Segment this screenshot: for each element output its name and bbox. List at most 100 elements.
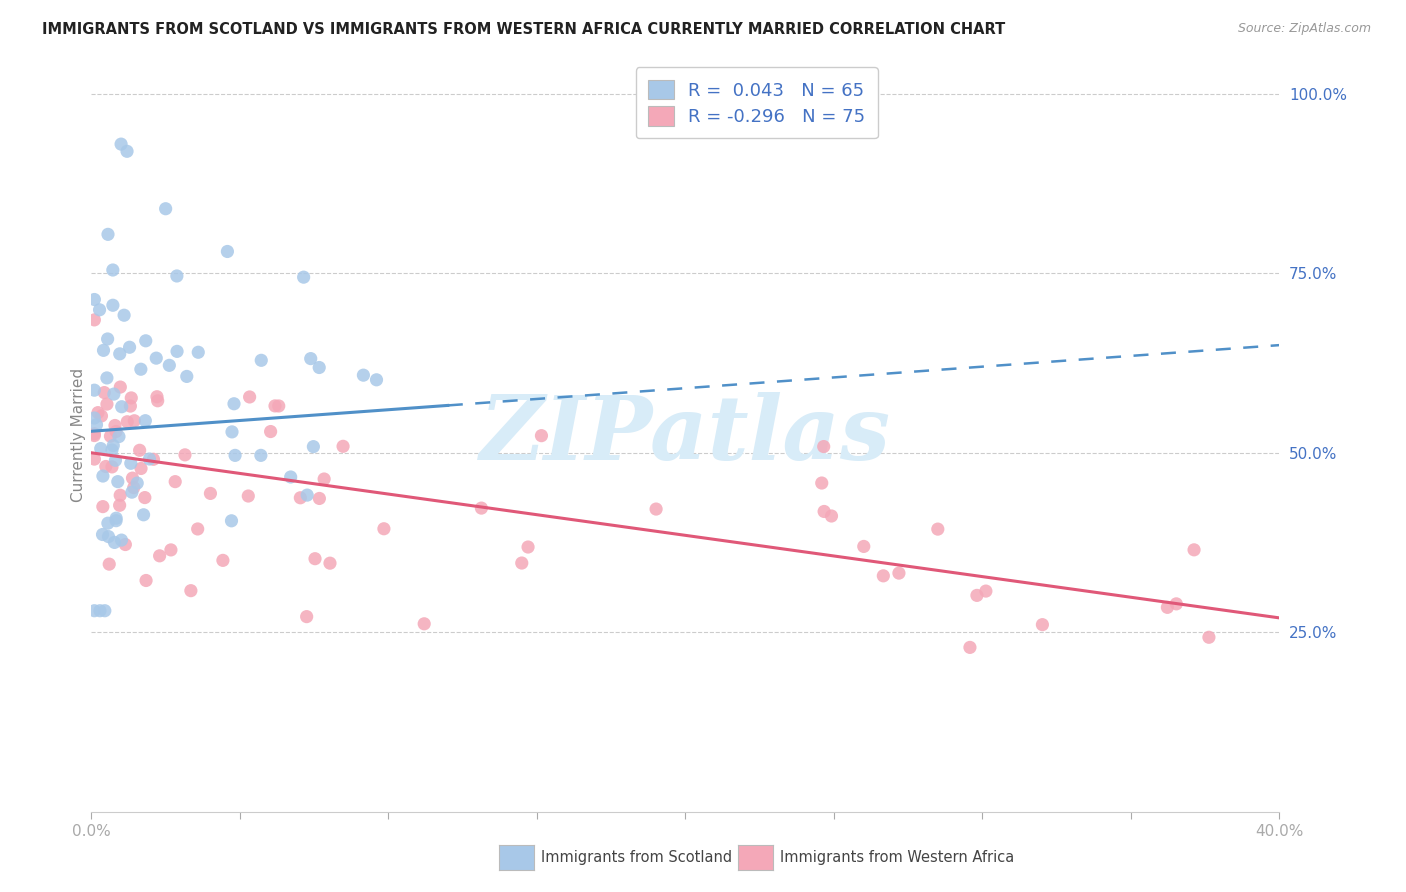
Y-axis label: Currently Married: Currently Married: [70, 368, 86, 502]
Point: [517, 540, 540, 554]
Point: [86, 417, 108, 432]
Point: [108, 498, 131, 512]
Point: [117, 415, 139, 429]
Point: [810, 476, 832, 491]
Point: [135, 334, 157, 348]
Text: Immigrants from Scotland: Immigrants from Scotland: [541, 850, 733, 864]
Point: [104, 418, 127, 433]
Point: [217, 244, 239, 259]
Point: [103, 438, 125, 452]
Point: [352, 368, 374, 383]
Point: [295, 488, 318, 502]
Point: [101, 263, 124, 277]
Point: [103, 535, 125, 549]
Point: [145, 351, 167, 366]
Point: [304, 551, 326, 566]
Point: [314, 472, 336, 486]
Point: [104, 453, 127, 467]
Point: [83, 383, 105, 397]
Point: [413, 616, 436, 631]
Point: [83, 313, 105, 327]
Point: [128, 443, 150, 458]
Point: [299, 351, 322, 366]
Point: [138, 452, 160, 467]
Point: [101, 442, 124, 457]
Point: [221, 425, 243, 439]
Point: [94, 604, 117, 618]
Point: [120, 391, 142, 405]
Point: [97, 530, 120, 544]
Point: [83, 428, 105, 442]
Point: [927, 522, 949, 536]
Point: [530, 428, 553, 442]
Point: [157, 359, 180, 373]
Point: [872, 569, 894, 583]
Point: [100, 429, 122, 443]
Point: [264, 399, 287, 413]
Point: [108, 347, 131, 361]
Point: [97, 516, 120, 531]
Point: [91, 469, 114, 483]
Point: [1166, 597, 1188, 611]
Point: [221, 514, 243, 528]
Point: [90, 442, 112, 456]
Point: [105, 511, 128, 525]
Point: [120, 456, 142, 470]
Point: [813, 504, 835, 518]
Point: [83, 411, 105, 425]
Point: [166, 344, 188, 359]
Point: [110, 137, 132, 152]
Point: [332, 439, 354, 453]
Text: Source: ZipAtlas.com: Source: ZipAtlas.com: [1237, 22, 1371, 36]
Point: [135, 574, 157, 588]
Point: [96, 397, 118, 411]
Point: [83, 426, 105, 441]
Point: [89, 604, 111, 618]
Point: [176, 369, 198, 384]
Point: [187, 522, 209, 536]
Point: [302, 440, 325, 454]
Point: [97, 332, 120, 346]
Point: [83, 452, 105, 467]
Point: [1182, 542, 1205, 557]
Point: [259, 425, 281, 439]
Point: [290, 491, 312, 505]
Point: [98, 557, 121, 571]
Point: [212, 553, 235, 567]
Point: [101, 298, 124, 312]
Point: [959, 640, 981, 655]
Point: [308, 360, 330, 375]
Point: [250, 449, 273, 463]
Point: [105, 514, 128, 528]
Point: [160, 542, 183, 557]
Point: [250, 353, 273, 368]
Text: ZIPatlas: ZIPatlas: [479, 392, 891, 478]
Point: [101, 459, 124, 474]
Point: [115, 145, 138, 159]
Point: [105, 425, 128, 439]
Legend: R =  0.043   N = 65, R = -0.296   N = 75: R = 0.043 N = 65, R = -0.296 N = 75: [636, 67, 877, 138]
Point: [966, 588, 988, 602]
Point: [134, 491, 156, 505]
Point: [127, 476, 149, 491]
Point: [121, 471, 143, 485]
Point: [120, 399, 142, 413]
Point: [165, 475, 187, 489]
Point: [222, 397, 245, 411]
Point: [1156, 600, 1178, 615]
Point: [852, 540, 875, 554]
Point: [110, 533, 132, 547]
Point: [373, 522, 395, 536]
Point: [1198, 630, 1220, 644]
Point: [645, 502, 668, 516]
Point: [93, 343, 115, 358]
Point: [114, 537, 136, 551]
Point: [129, 461, 152, 475]
Point: [122, 481, 145, 495]
Point: [280, 470, 302, 484]
Point: [111, 400, 134, 414]
Point: [974, 584, 997, 599]
Point: [200, 486, 222, 500]
Point: [112, 308, 135, 322]
Point: [239, 390, 262, 404]
